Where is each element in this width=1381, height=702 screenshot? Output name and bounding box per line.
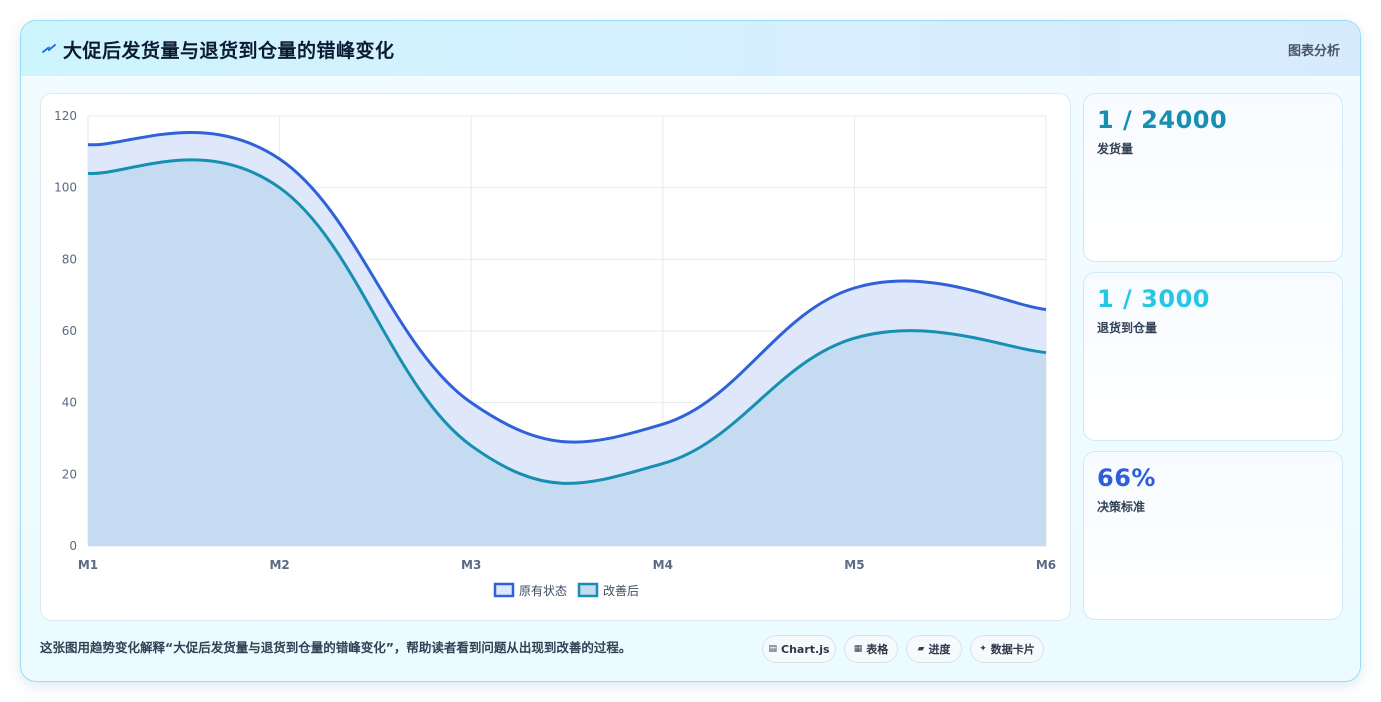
stat-label: 发货量 — [1097, 142, 1134, 156]
legend-label: 原有状态 — [519, 584, 567, 598]
legend-swatch — [577, 582, 599, 598]
spark-icon: ✦ — [979, 644, 987, 654]
chart-card: 大促后发货量与退货到仓量的错峰变化 图表分析 0 20 40 60 80 100 120 M1… — [20, 20, 1361, 682]
legend-swatch — [493, 582, 515, 598]
tag-label: 数据卡片 — [990, 643, 1035, 656]
area-fill-series-2 — [88, 159, 1046, 546]
tag-progress[interactable]: ▰ 进度 — [906, 635, 962, 663]
series-line-2 — [87, 158, 1047, 485]
area-chart: 0 20 40 60 80 100 120 M1 M2 M3 M4 M5 M6 原有状态 改善后 — [54, 109, 1056, 598]
x-tick-label: M3 — [461, 558, 481, 572]
x-tick-label: M1 — [78, 558, 98, 572]
y-tick-label: 60 — [62, 324, 77, 338]
stat-value: 1 / 3000 — [1097, 285, 1210, 313]
stat-label: 退货到仓量 — [1097, 321, 1158, 335]
stat-value: 66% — [1097, 464, 1156, 492]
table-icon: ▦ — [853, 644, 863, 654]
tag-label: 表格 — [866, 643, 889, 656]
y-tick-label: 100 — [54, 181, 77, 195]
tag-chartjs[interactable]: ▤ Chart.js — [762, 635, 836, 663]
card-header: 大促后发货量与退货到仓量的错峰变化 图表分析 — [21, 21, 1360, 76]
x-tick-label: M4 — [653, 558, 673, 572]
y-tick-label: 20 — [62, 467, 77, 481]
lightning-icon — [42, 44, 56, 53]
tag-label: 进度 — [928, 643, 951, 656]
chart-panel: 0 20 40 60 80 100 120 M1 M2 M3 M4 M5 M6 原有状态 改善后 — [40, 93, 1071, 621]
tag-data-card[interactable]: ✦ 数据卡片 — [970, 635, 1044, 663]
x-tick-label: M5 — [844, 558, 864, 572]
x-tick-label: M2 — [269, 558, 289, 572]
tag-table[interactable]: ▦ 表格 — [844, 635, 898, 663]
legend-item-1: 原有状态 — [493, 582, 567, 598]
progress-icon: ▰ — [917, 644, 925, 654]
stat-card-returns: 1 / 3000 退货到仓量 — [1083, 272, 1343, 441]
stat-card-shipment: 1 / 24000 发货量 — [1083, 93, 1343, 262]
legend-item-2: 改善后 — [577, 582, 639, 598]
y-tick-label: 80 — [62, 252, 77, 266]
y-tick-label: 120 — [54, 109, 77, 123]
series-line-1 — [87, 130, 1047, 444]
legend-label: 改善后 — [603, 583, 639, 598]
chart-description: 这张图用趋势变化解释“大促后发货量与退货到仓量的错峰变化”，帮助读者看到问题从出… — [40, 640, 632, 655]
x-tick-label: M6 — [1036, 558, 1056, 572]
y-tick-label: 0 — [69, 539, 77, 553]
stat-card-decision: 66% 决策标准 — [1083, 451, 1343, 620]
stat-label: 决策标准 — [1097, 500, 1146, 514]
chart-icon: ▤ — [768, 644, 777, 654]
chart-analysis-label[interactable]: 图表分析 — [1287, 44, 1340, 59]
stat-value: 1 / 24000 — [1097, 106, 1228, 134]
tag-label: Chart.js — [781, 642, 830, 656]
page-title: 大促后发货量与退货到仓量的错峰变化 — [63, 40, 395, 62]
y-tick-label: 40 — [62, 396, 77, 410]
